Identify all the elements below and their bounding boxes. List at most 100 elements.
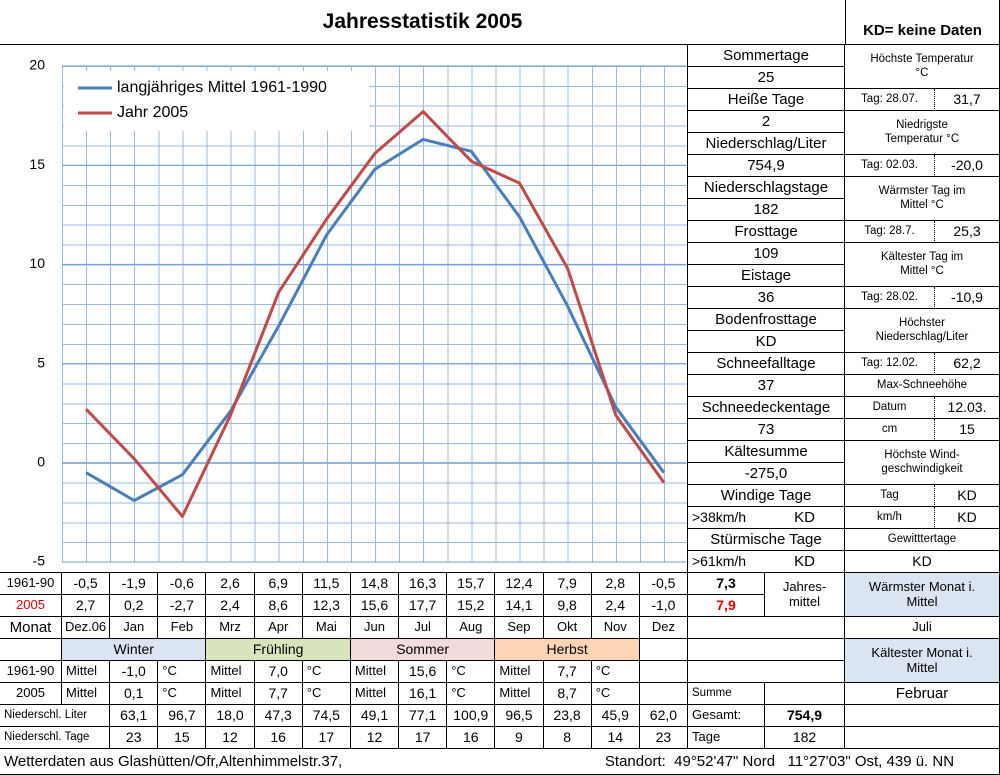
month-value: 7,9	[543, 573, 592, 595]
precip-label: Niederschl. Liter	[0, 705, 111, 727]
precip-value: 96,5	[495, 705, 544, 727]
empty-cell	[0, 639, 62, 661]
month-value: 15,2	[447, 595, 496, 617]
stat-value: KD	[688, 331, 845, 353]
stat-label: Schneefalltage	[688, 353, 845, 375]
annual-mean: 7,3	[688, 573, 765, 595]
precip-value: 15	[158, 727, 207, 749]
precip-value: 62,0	[639, 705, 688, 727]
legend-label: Jahr 2005	[117, 104, 188, 121]
season-value: 7,0	[254, 661, 303, 683]
stat-label: Sommertage	[688, 45, 845, 67]
row-label: 2005	[0, 595, 62, 617]
row-label: 1961-90	[0, 573, 62, 595]
record-value: 25,3	[935, 221, 1000, 243]
empty-cell	[688, 639, 845, 661]
record-value: 15	[935, 419, 1000, 441]
record-day: Tag	[845, 485, 935, 507]
record-label: Kältester Tag im Mittel °C	[845, 243, 1000, 287]
precip-value: 12	[206, 727, 255, 749]
season-name: Herbst	[495, 639, 640, 661]
precip-total: 182	[765, 727, 845, 749]
record-value: 31,7	[935, 89, 1000, 111]
legend-label: langjähriges Mittel 1961-1990	[117, 79, 327, 96]
coldest-value: Februar	[845, 683, 1000, 705]
stat-label: Stürmische Tage	[688, 529, 845, 551]
season-unit: °C	[158, 661, 207, 683]
precip-value: 100,9	[447, 705, 496, 727]
month-value: 16,3	[399, 573, 448, 595]
precip-value: 47,3	[254, 705, 303, 727]
season-value: 8,7	[543, 683, 592, 705]
warmest-label: Wärmster Monat i. Mittel	[845, 573, 1000, 617]
season-value: 15,6	[399, 661, 448, 683]
season-mean-label: Mittel	[62, 661, 111, 683]
month-value: -0,6	[158, 573, 207, 595]
chart: -5 0 5 10 15 20 langjähriges Mittel 1961-1990 J…	[0, 45, 688, 573]
record-value: -20,0	[935, 155, 1000, 177]
season-value: 0,1	[110, 683, 159, 705]
month-value: 2,4	[591, 595, 640, 617]
record-label: Höchste Temperatur °C	[845, 45, 1000, 89]
y-tick-label: 15	[29, 156, 45, 172]
stat-value: -275,0	[688, 463, 845, 485]
coldest-label: Kältester Monat i. Mittel	[845, 639, 1000, 683]
precip-value: 14	[591, 727, 640, 749]
season-mean-label: Mittel	[206, 661, 255, 683]
legend-box	[64, 71, 369, 131]
precip-value: 74,5	[302, 705, 351, 727]
precip-value: 9	[495, 727, 544, 749]
month-name: Jun	[350, 617, 400, 639]
stat-value: 36	[688, 287, 845, 309]
month-name: Feb	[158, 617, 207, 639]
month-value: 14,1	[495, 595, 544, 617]
season-mean-label: Mittel	[206, 683, 255, 705]
precip-total-label: Gesamt:	[688, 705, 765, 727]
season-value: -1,0	[110, 661, 159, 683]
month-value: 15,6	[350, 595, 400, 617]
record-day: Tag: 28.07.	[845, 89, 935, 111]
record-label: Gewitttertage	[845, 529, 1000, 551]
title: Jahresstatistik 2005	[0, 0, 845, 45]
record-day: Tag: 28.7.	[845, 221, 935, 243]
stat-label: Eistage	[688, 265, 845, 287]
stat-value: 2	[688, 111, 845, 133]
precip-value: 8	[543, 727, 592, 749]
precip-value: 16	[447, 727, 496, 749]
month-name: Mrz	[206, 617, 255, 639]
season-mean-label: Mittel	[495, 661, 544, 683]
stat-value: KD	[765, 551, 845, 573]
season-unit: °C	[591, 683, 640, 705]
precip-value: 18,0	[206, 705, 255, 727]
annual-mean: 7,9	[688, 595, 765, 617]
note: KD= keine Daten	[845, 0, 1000, 45]
y-tick-label: 10	[29, 255, 45, 271]
y-tick-label: -5	[33, 553, 46, 569]
month-name: Dez	[639, 617, 688, 639]
record-label: Niedrigste Temperatur °C	[845, 111, 1000, 155]
precip-value: 16	[254, 727, 303, 749]
stat-value: 37	[688, 375, 845, 397]
record-day: Tag: 28.02.	[845, 287, 935, 309]
row-label: 2005	[0, 683, 62, 705]
record-value: KD	[935, 507, 1000, 529]
footer-source: Wetterdaten aus Glashütten/Ofr,Altenhimm…	[0, 749, 560, 775]
season-unit: °C	[302, 683, 351, 705]
footer-location: Standort: 49°52'47" Nord 11°27'03" Ost, …	[560, 749, 1000, 775]
month-value: -1,9	[110, 573, 159, 595]
season-name: Sommer	[350, 639, 496, 661]
stat-value: KD	[765, 507, 845, 529]
precip-value: 12	[350, 727, 400, 749]
empty-cell	[765, 683, 845, 705]
y-tick-label: 5	[37, 354, 45, 370]
record-day: Datum	[845, 397, 935, 419]
empty-cell	[845, 727, 1000, 749]
month-label: Monat	[0, 617, 62, 639]
series-line	[85, 137, 666, 502]
record-day: km/h	[845, 507, 935, 529]
season-unit: °C	[302, 661, 351, 683]
precip-total: 754,9	[765, 705, 845, 727]
record-label: Max-Schneehöhe	[845, 375, 1000, 397]
season-value: 7,7	[543, 661, 592, 683]
stat-value: 182	[688, 199, 845, 221]
